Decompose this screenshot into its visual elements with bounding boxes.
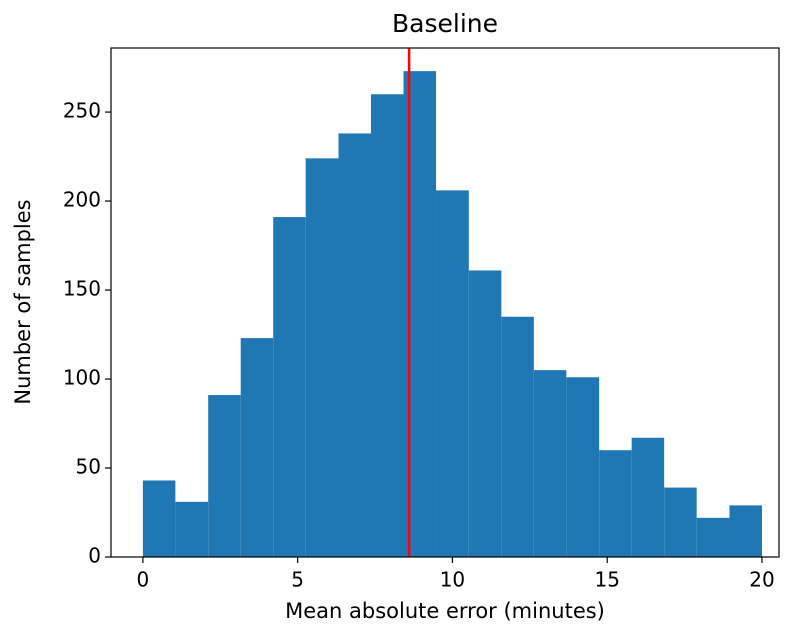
bar [371, 94, 404, 557]
bar [142, 480, 176, 557]
bar [240, 338, 274, 557]
bar [501, 316, 534, 557]
x-axis-label: Mean absolute error (minutes) [285, 599, 605, 623]
y-tick-label: 250 [63, 99, 101, 123]
bar [533, 370, 567, 557]
chart-title: Baseline [392, 9, 498, 38]
bar [729, 505, 762, 557]
x-tick-label: 10 [440, 568, 465, 592]
x-tick-label: 5 [291, 568, 304, 592]
x-tick-label: 15 [594, 568, 619, 592]
bar [273, 217, 306, 557]
bar [664, 487, 697, 557]
bar [468, 270, 502, 557]
bar [208, 395, 241, 557]
bar [436, 190, 469, 557]
bar [338, 133, 372, 557]
plot-frame [110, 47, 780, 558]
y-tick-label: 200 [63, 188, 101, 212]
y-axis-label: Number of samples [11, 199, 35, 404]
y-tick-label: 150 [63, 277, 101, 301]
y-tick-label: 100 [63, 366, 101, 390]
x-tick-label: 0 [137, 568, 150, 592]
bar [696, 517, 730, 557]
y-tick-label: 50 [76, 455, 101, 479]
bar [175, 501, 209, 557]
bar [305, 158, 339, 557]
y-tick-label: 0 [88, 544, 101, 568]
bar [599, 450, 632, 557]
bar [631, 437, 665, 557]
x-tick-label: 20 [749, 568, 774, 592]
bar [566, 377, 600, 557]
